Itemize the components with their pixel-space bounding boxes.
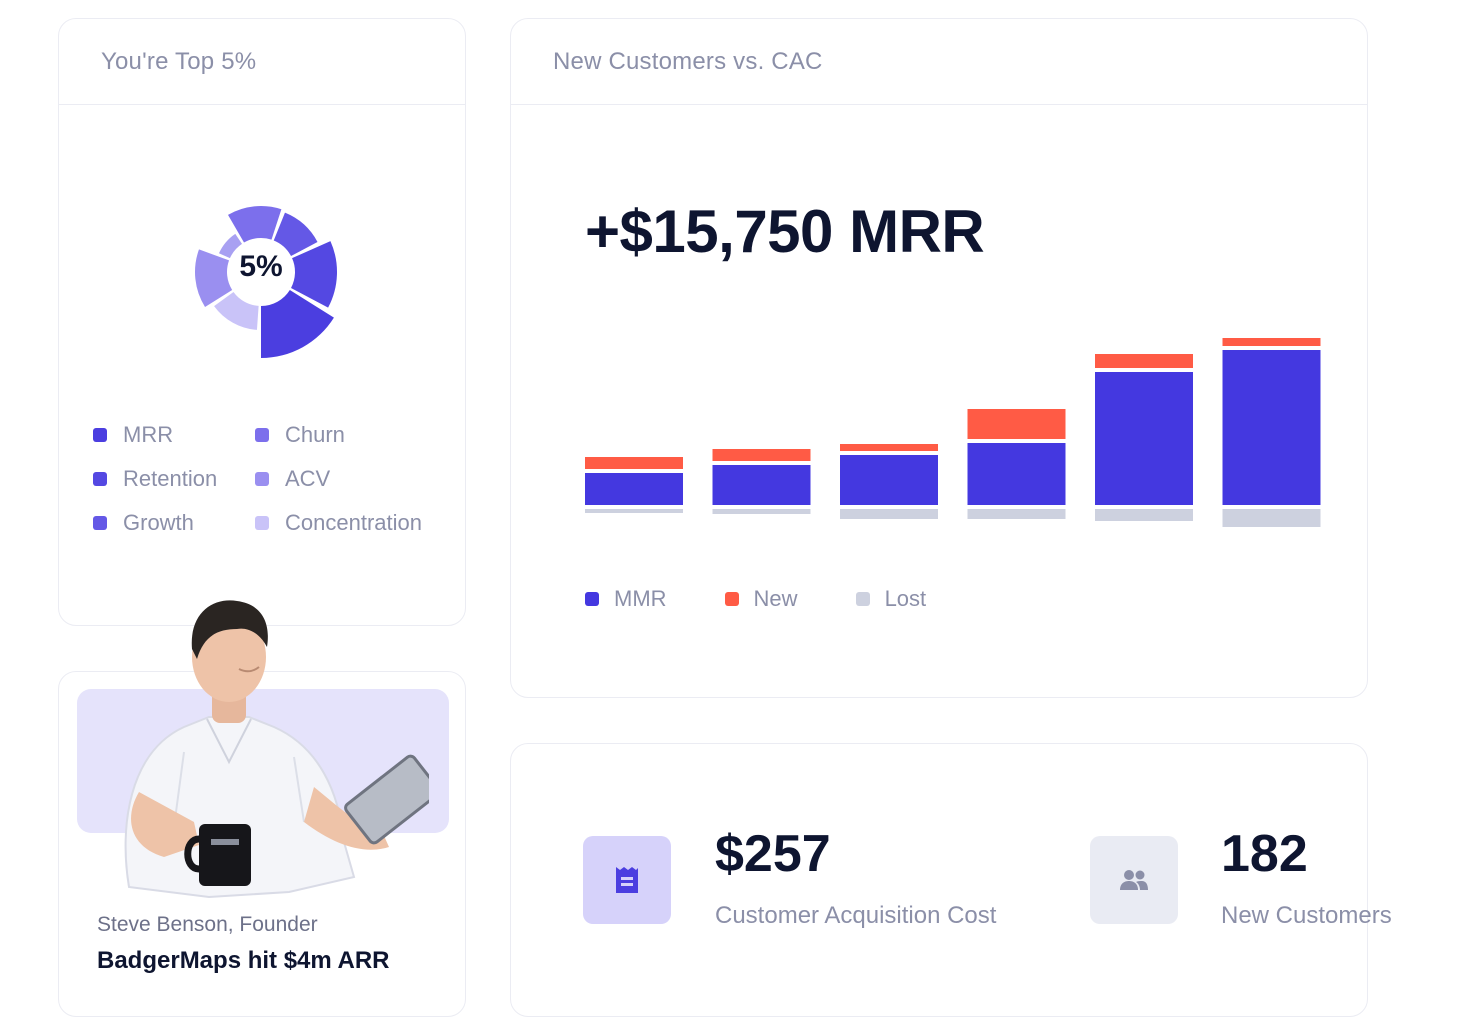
chart-card-title: New Customers vs. CAC [553,47,823,75]
founder-photo [124,600,429,899]
legend-item-concentration: Concentration [255,510,422,536]
legend-swatch [93,428,107,442]
top-card-header: You're Top 5% [59,19,465,105]
legend-swatch [255,428,269,442]
new-customers-vs-cac-card: New Customers vs. CAC +$15,750 MRR MMR N… [510,18,1368,698]
legend-label: Retention [123,466,218,491]
legend-item-growth: Growth [93,510,194,536]
legend-swatch [93,472,107,486]
donut-segment [261,290,334,358]
bar-mmr [712,465,811,505]
mrr-headline: +$15,750 MRR [585,198,985,265]
donut-segment [228,206,282,243]
top-card-title: You're Top 5% [101,47,257,75]
users-icon [1120,870,1148,890]
bar-lost [967,509,1066,519]
legend-swatch [255,516,269,530]
chart-legend: MMR New Lost [585,586,984,612]
donut-center-label: 5% [239,250,282,283]
legend-item-churn: Churn [255,422,345,448]
chart-legend-label: MMR [614,586,667,611]
metrics-card: $257 Customer Acquisition Cost 182 New C… [510,743,1392,1017]
top-percentile-card: You're Top 5% 5% MRR Churn Retention ACV… [58,18,466,626]
bar-mmr [1095,372,1193,505]
bar-new [712,449,811,461]
bar-lost [1222,509,1321,527]
new-customers-label: New Customers [1221,902,1392,929]
bar-mmr [840,455,938,505]
bar-mmr [585,473,683,505]
receipt-icon [616,867,638,893]
legend-item-mrr: MRR [93,422,173,448]
percentile-donut-chart: 5% [195,206,337,358]
legend-label: Churn [285,422,345,447]
legend-item-retention: Retention [93,466,217,492]
chart-legend-label: New [753,586,798,611]
chart-legend-swatch [855,592,870,606]
coffee-mug [199,824,251,886]
tablet [344,754,429,845]
legend-label: Growth [123,510,194,535]
cac-icon-tile [583,836,671,924]
bar-lost [1095,509,1193,521]
stacked-bar-chart [585,338,1321,527]
bar-lost [712,509,811,514]
chart-legend-item-lost: Lost [855,586,927,612]
chart-legend-item-new: New [724,586,798,612]
bar-new [840,444,938,451]
new-customers-value: 182 [1221,825,1308,883]
chart-legend-item-mmr: MMR [585,586,667,612]
cac-value: $257 [715,825,831,883]
donut-segment [291,241,337,308]
donut-segment [218,233,242,259]
bar-lost [585,509,683,513]
chart-legend-swatch [724,592,739,606]
chart-legend-swatch [585,592,599,606]
donut-segment [195,249,233,307]
chart-legend-label: Lost [884,586,927,611]
bar-new [1222,338,1321,346]
legend-item-acv: ACV [255,466,330,492]
bar-lost [840,509,938,519]
person-name: Steve Benson, Founder [97,913,318,936]
legend-label: MRR [123,422,174,447]
donut-segment [273,212,318,257]
new-customers-icon-tile [1090,836,1178,924]
donut-segment [214,291,259,330]
bar-new [585,457,683,469]
bar-new [967,409,1066,439]
bar-mmr [967,443,1066,505]
legend-swatch [255,472,269,486]
chart-card-header: New Customers vs. CAC [511,19,1367,105]
testimonial-card: Steve Benson, Founder BadgerMaps hit $4m… [58,600,466,1017]
bar-new [1095,354,1193,368]
testimonial-quote: BadgerMaps hit $4m ARR [97,947,390,974]
legend-swatch [93,516,107,530]
bar-mmr [1222,350,1321,505]
legend-label: ACV [285,466,331,491]
legend-label: Concentration [285,510,422,535]
cac-label: Customer Acquisition Cost [715,902,997,929]
